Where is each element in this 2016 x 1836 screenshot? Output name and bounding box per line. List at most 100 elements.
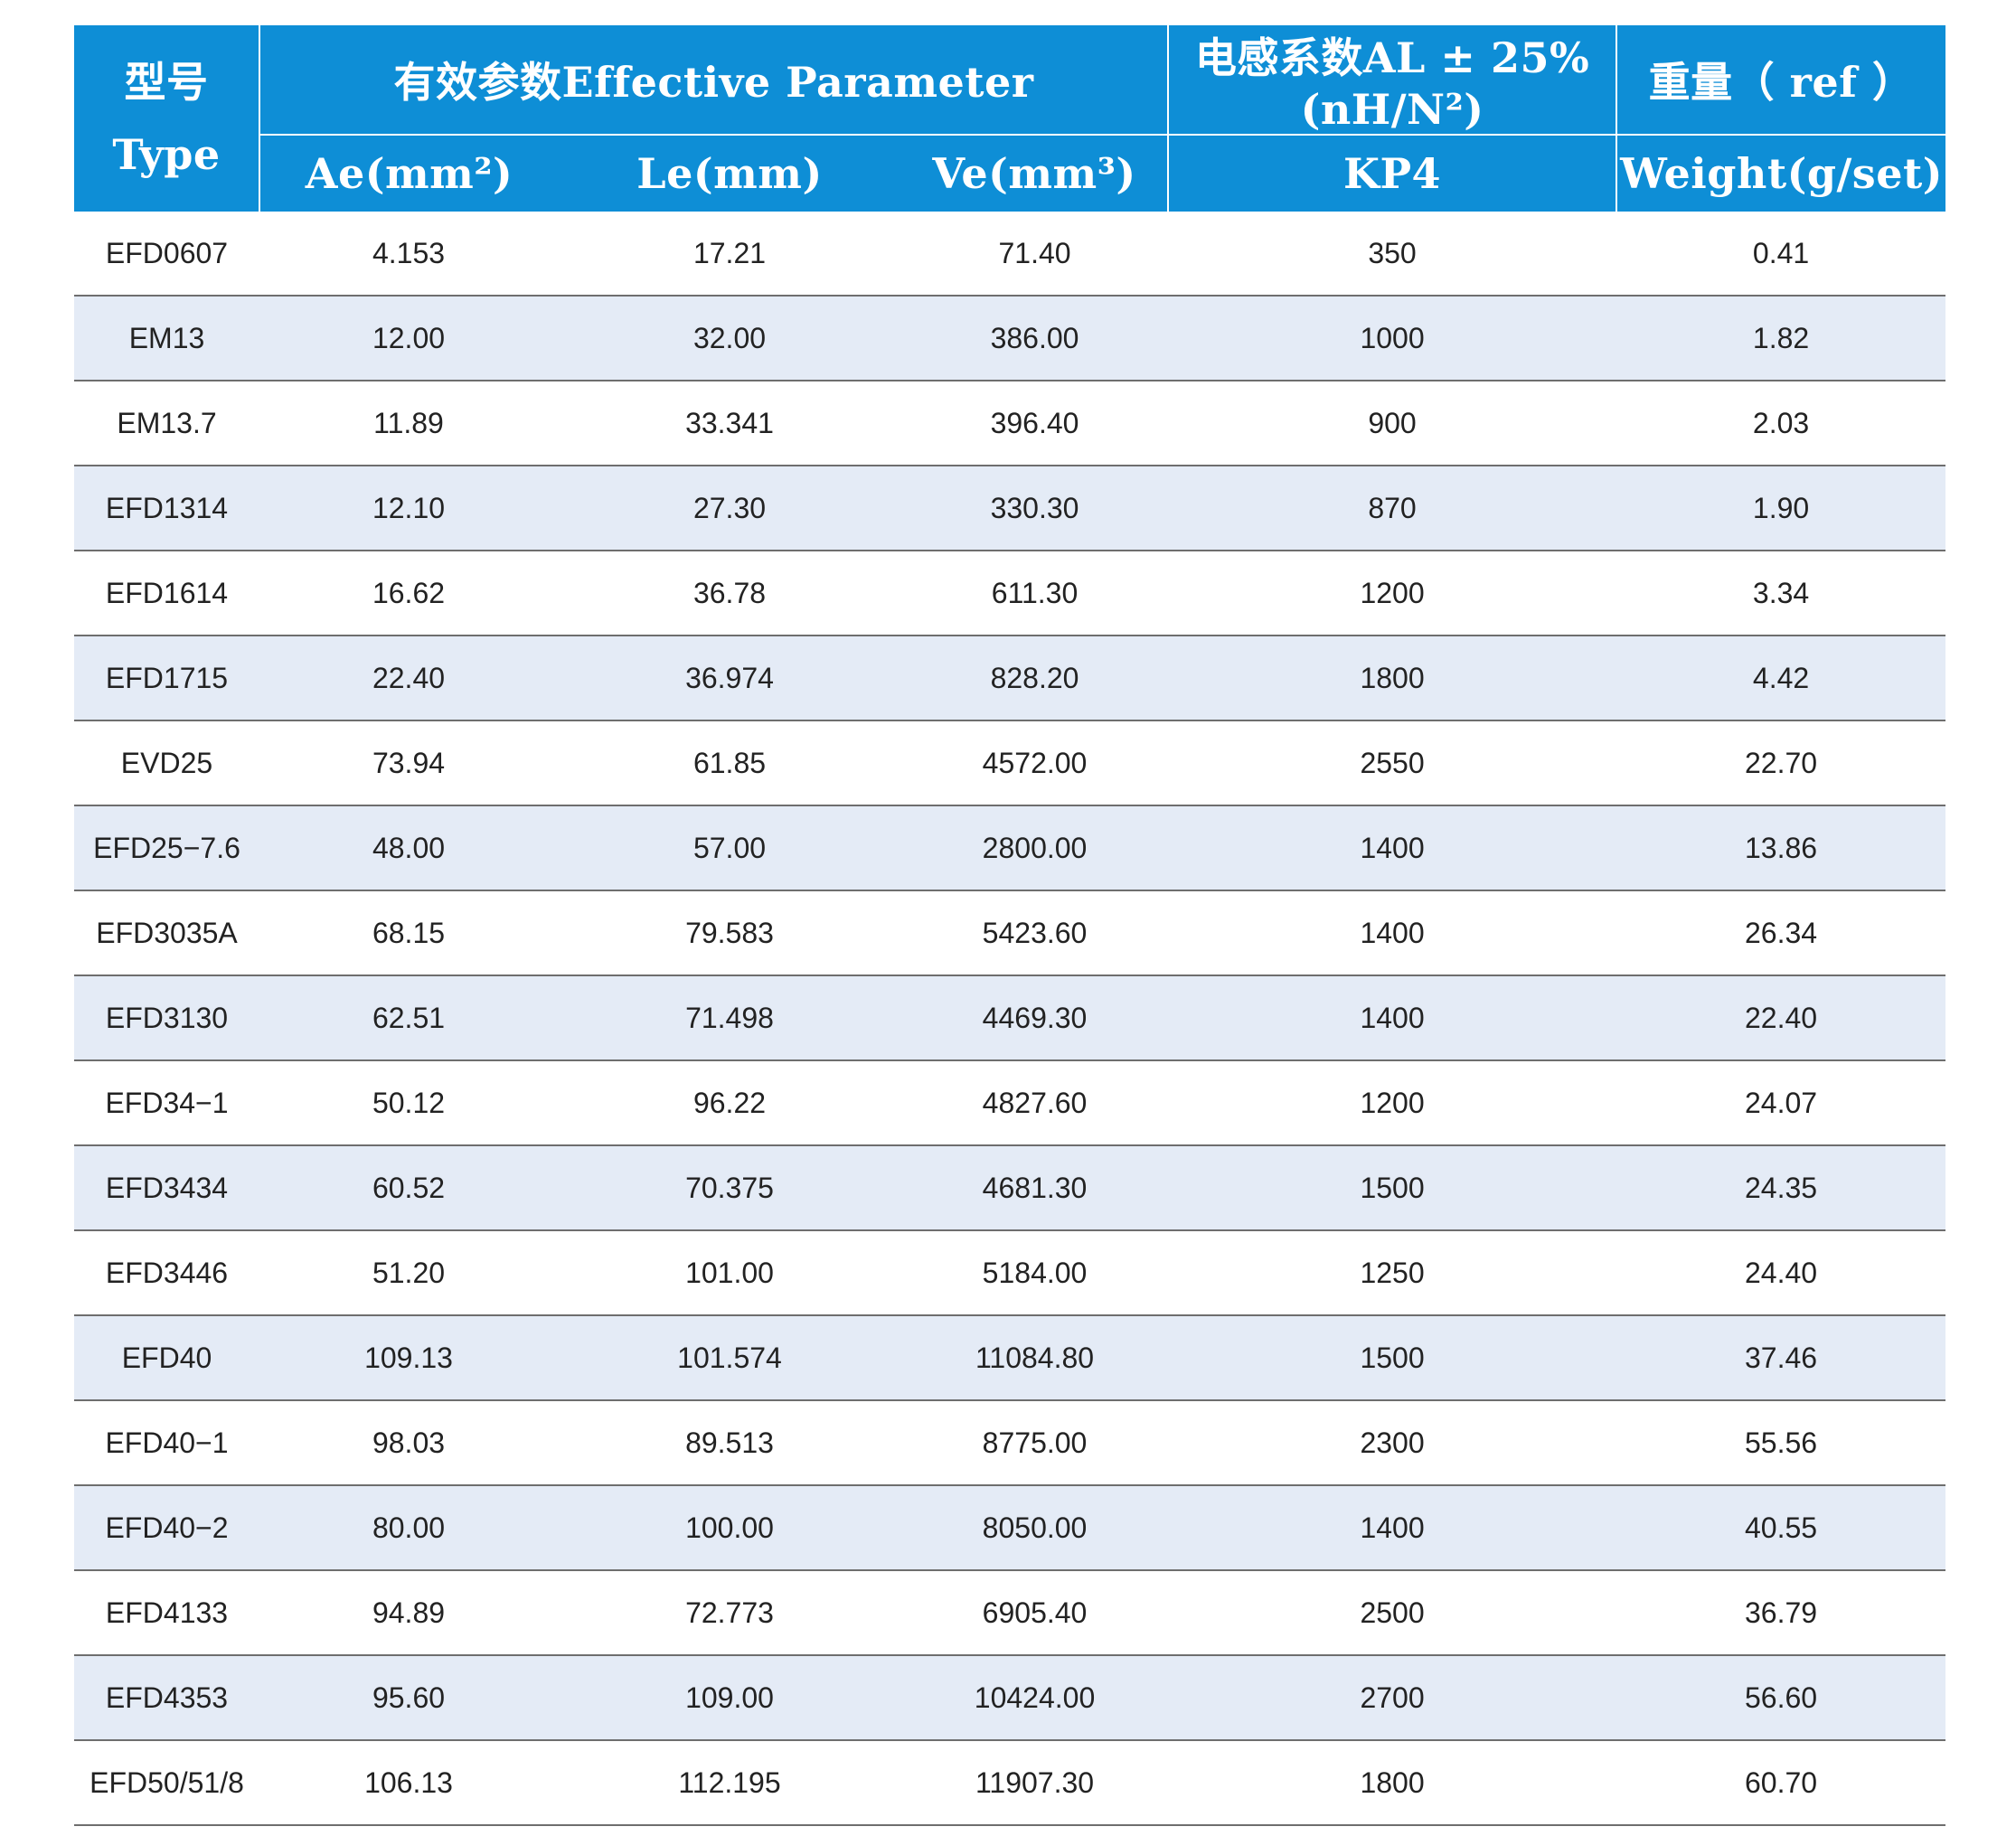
ve-cell: 330.30 [901,466,1169,551]
kp4-cell: 1400 [1168,890,1617,976]
le-cell: 71.498 [558,975,901,1061]
kp4-cell: 2550 [1168,720,1617,806]
kp4-cell: 1200 [1168,551,1617,636]
kp4-cell: 1500 [1168,1145,1617,1231]
le-cell: 100.00 [558,1485,901,1571]
le-cell: 32.00 [558,296,901,381]
kp4-cell: 1400 [1168,975,1617,1061]
weight-cell: 24.35 [1616,1145,1946,1231]
le-cell: 101.00 [558,1230,901,1316]
le-cell: 101.574 [558,1315,901,1401]
ve-cell: 386.00 [901,296,1169,381]
ve-cell: 5184.00 [901,1230,1169,1316]
table-row: EFD40−1 98.03 89.513 8775.00 2300 55.56 [74,1400,1946,1486]
table-row: EFD34−1 50.12 96.22 4827.60 1200 24.07 [74,1060,1946,1146]
ve-cell: 5423.60 [901,890,1169,976]
ae-cell: 80.00 [259,1485,558,1571]
weight-cell: 36.79 [1616,1570,1946,1656]
le-cell: 61.85 [558,720,901,806]
weight-cell: 0.41 [1616,212,1946,297]
table-row: EM13 12.00 32.00 386.00 1000 1.82 [74,296,1946,381]
weight-cell: 40.55 [1616,1485,1946,1571]
ae-cell: 51.20 [259,1230,558,1316]
table-row: EFD3035A 68.15 79.583 5423.60 1400 26.34 [74,890,1946,976]
weight-cell: 22.40 [1616,975,1946,1061]
ve-cell: 4572.00 [901,720,1169,806]
ae-cell: 12.10 [259,466,558,551]
ve-cell: 828.20 [901,636,1169,721]
ae-cell: 11.89 [259,381,558,466]
table-row: EFD4133 94.89 72.773 6905.40 2500 36.79 [74,1570,1946,1656]
table-row: EFD3446 51.20 101.00 5184.00 1250 24.40 [74,1230,1946,1316]
weight-cell: 4.42 [1616,636,1946,721]
kp4-header: KP4 [1168,135,1618,212]
ve-cell: 71.40 [901,212,1169,297]
type-cell: EM13.7 [74,381,259,466]
le-cell: 27.30 [558,466,901,551]
kp4-cell: 2700 [1168,1655,1617,1741]
type-cell: EFD1614 [74,551,259,636]
weight-cell: 26.34 [1616,890,1946,976]
table-header: 型号 Type 有效参数Effective Parameter 电感系数AL ±… [74,25,1946,212]
weight-cell: 24.40 [1616,1230,1946,1316]
weight-cell: 24.07 [1616,1060,1946,1146]
table-row: EFD1715 22.40 36.974 828.20 1800 4.42 [74,636,1946,721]
kp4-cell: 1800 [1168,636,1617,721]
weight-header-zh: 重量（ ref ） [1616,25,1946,136]
le-cell: 96.22 [558,1060,901,1146]
kp4-cell: 1000 [1168,296,1617,381]
type-header: 型号 Type [74,25,260,212]
ae-cell: 73.94 [259,720,558,806]
ae-cell: 95.60 [259,1655,558,1741]
ae-cell: 22.40 [259,636,558,721]
kp4-cell: 1800 [1168,1740,1617,1826]
weight-cell: 56.60 [1616,1655,1946,1741]
type-cell: EFD0607 [74,212,259,297]
ve-cell: 4469.30 [901,975,1169,1061]
le-cell: 72.773 [558,1570,901,1656]
kp4-cell: 1200 [1168,1060,1617,1146]
table-row: EFD3434 60.52 70.375 4681.30 1500 24.35 [74,1145,1946,1231]
le-cell: 36.974 [558,636,901,721]
le-cell: 109.00 [558,1655,901,1741]
ae-cell: 48.00 [259,805,558,891]
ae-cell: 106.13 [259,1740,558,1826]
ve-cell: 8050.00 [901,1485,1169,1571]
ve-cell: 11907.30 [901,1740,1169,1826]
kp4-cell: 1250 [1168,1230,1617,1316]
ae-cell: 4.153 [259,212,558,297]
table-row: EFD4353 95.60 109.00 10424.00 2700 56.60 [74,1655,1946,1741]
ve-cell: 396.40 [901,381,1169,466]
weight-cell: 3.34 [1616,551,1946,636]
ae-cell: 109.13 [259,1315,558,1401]
ae-cell: 16.62 [259,551,558,636]
type-cell: EFD25−7.6 [74,805,259,891]
weight-cell: 37.46 [1616,1315,1946,1401]
table-row: EFD0607 4.153 17.21 71.40 350 0.41 [74,212,1946,297]
ve-cell: 4681.30 [901,1145,1169,1231]
ve-cell: 2800.00 [901,805,1169,891]
le-cell: 79.583 [558,890,901,976]
kp4-cell: 1500 [1168,1315,1617,1401]
ae-cell: 62.51 [259,975,558,1061]
ae-cell: 98.03 [259,1400,558,1486]
type-cell: EFD34−1 [74,1060,259,1146]
type-cell: EFD1715 [74,636,259,721]
spec-table-container: 型号 Type 有效参数Effective Parameter 电感系数AL ±… [74,25,1946,1826]
ae-cell: 94.89 [259,1570,558,1656]
effective-parameter-header: 有效参数Effective Parameter [259,25,1170,136]
type-header-zh: 型号 [124,58,209,107]
table-row: EFD50/51/8 106.13 112.195 11907.30 1800 60.70 [74,1740,1946,1826]
weight-cell: 55.56 [1616,1400,1946,1486]
le-cell: 89.513 [558,1400,901,1486]
le-cell: 70.375 [558,1145,901,1231]
ve-header: Ve(mm³) [901,135,1170,212]
type-cell: EFD3035A [74,890,259,976]
kp4-cell: 1400 [1168,805,1617,891]
ve-cell: 11084.80 [901,1315,1169,1401]
ae-cell: 12.00 [259,296,558,381]
table-row: EFD40 109.13 101.574 11084.80 1500 37.46 [74,1315,1946,1401]
ae-cell: 50.12 [259,1060,558,1146]
table-row: EFD25−7.6 48.00 57.00 2800.00 1400 13.86 [74,805,1946,891]
ve-cell: 611.30 [901,551,1169,636]
